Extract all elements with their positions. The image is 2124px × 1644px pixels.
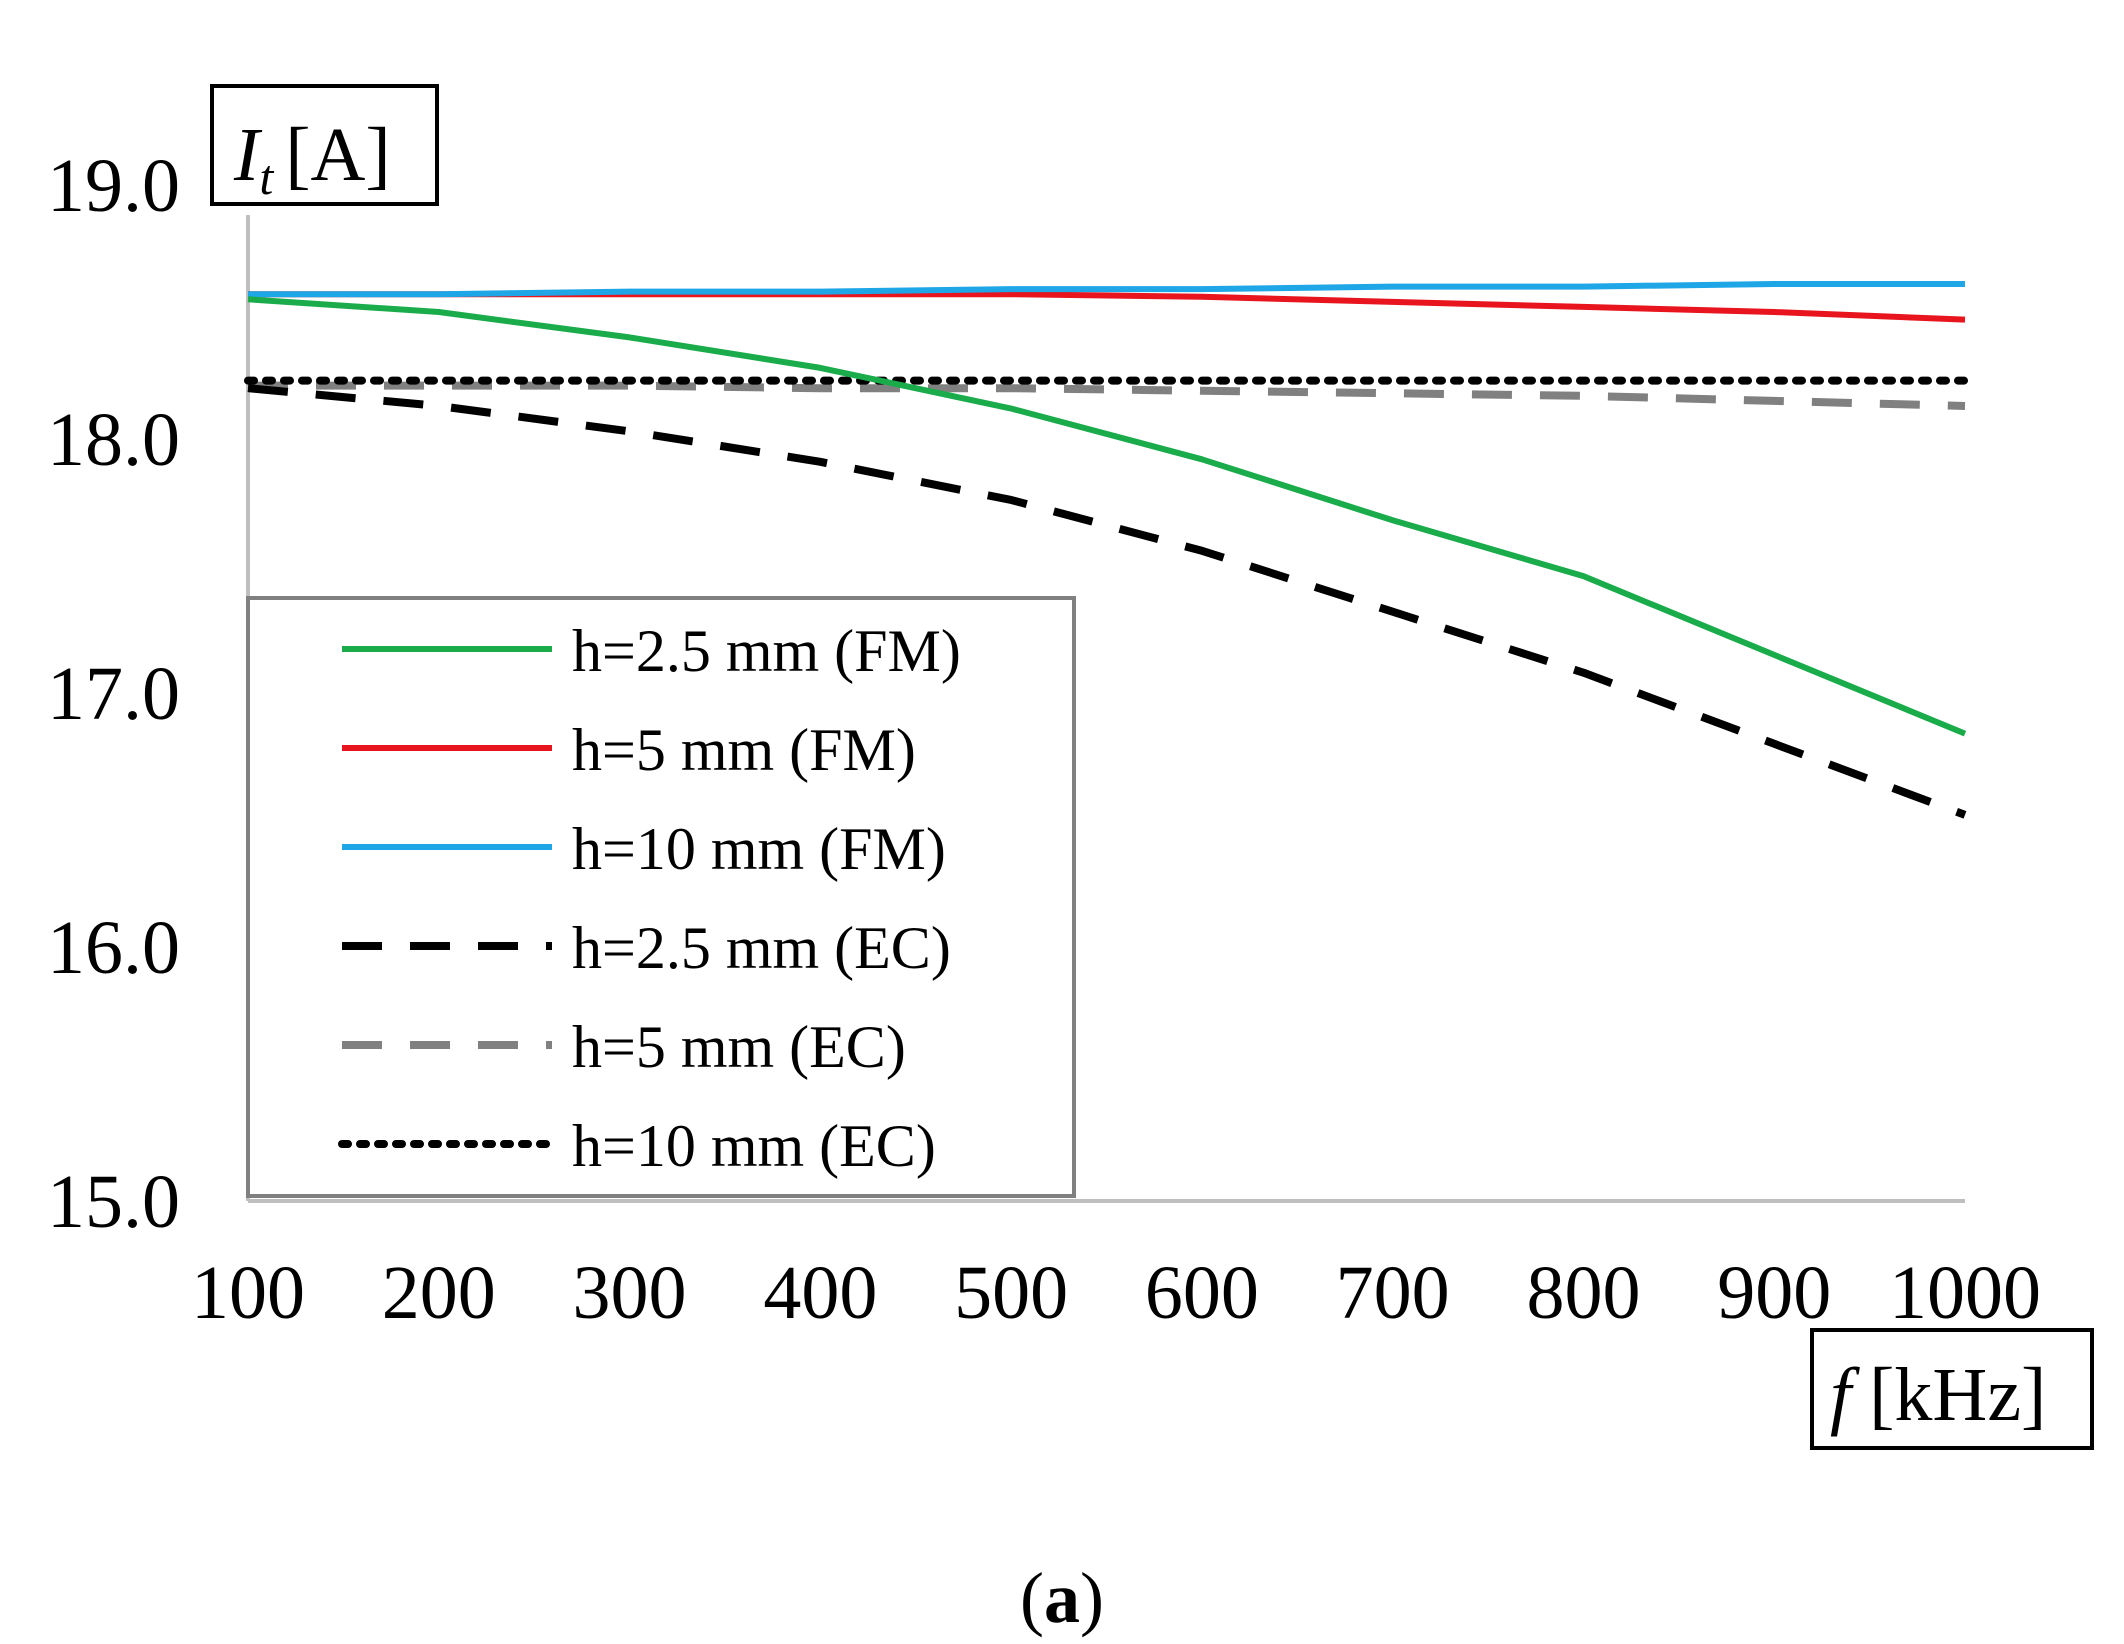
x-tick-label: 100 [191,1251,305,1335]
y-tick-label: 16.0 [47,906,180,990]
y-tick-label: 19.0 [47,144,180,228]
legend-label: h=5 mm (FM) [572,717,916,783]
series-line-3 [247,384,1967,819]
caption-open: ( [1020,1558,1044,1638]
x-tick-label: 400 [763,1251,877,1335]
series-lines [244,281,1969,819]
y-axis-title-var: I [233,113,263,197]
x-tick-label: 800 [1526,1251,1640,1335]
y-tick-labels: 15.0 16.0 17.0 18.0 19.0 [47,144,180,1244]
figure-caption: (a) [1020,1558,1104,1638]
legend-label: h=10 mm (FM) [572,816,946,882]
x-tick-label: 500 [954,1251,1068,1335]
y-axis-title-box [210,84,439,206]
legend-label: h=5 mm (EC) [572,1014,906,1080]
y-axis-title: It [A] [233,113,391,205]
legend-label: h=10 mm (EC) [572,1113,936,1179]
y-tick-label: 17.0 [47,652,180,736]
x-tick-label: 700 [1336,1251,1450,1335]
y-tick-label: 15.0 [47,1160,180,1244]
x-tick-labels: 100 200 300 400 500 600 700 800 900 1000 [191,1251,2041,1335]
legend-label: h=2.5 mm (EC) [572,915,951,981]
caption-close: ) [1080,1558,1104,1638]
series-line-2 [248,281,1965,298]
x-tick-label: 300 [573,1251,687,1335]
y-tick-label: 18.0 [47,398,180,482]
series-line-4 [248,381,1966,410]
legend-label: h=2.5 mm (FM) [572,618,961,684]
x-tick-label: 600 [1145,1251,1259,1335]
x-tick-label: 900 [1717,1251,1831,1335]
x-tick-label: 1000 [1889,1251,2041,1335]
x-tick-label: 200 [382,1251,496,1335]
x-axis-title-unit: [kHz] [1869,1353,2046,1437]
legend: h=2.5 mm (FM) h=5 mm (FM) h=10 mm (FM) h=2.… [338,618,961,1179]
caption-letter: a [1044,1558,1080,1638]
legend-box [246,596,1076,1198]
y-axis-title-unit: [A] [285,113,391,197]
x-axis-title-box [1810,1328,2094,1450]
y-axis-title-sub: t [259,149,274,205]
series-line-0 [247,296,1967,737]
series-line-1 [248,291,1966,323]
